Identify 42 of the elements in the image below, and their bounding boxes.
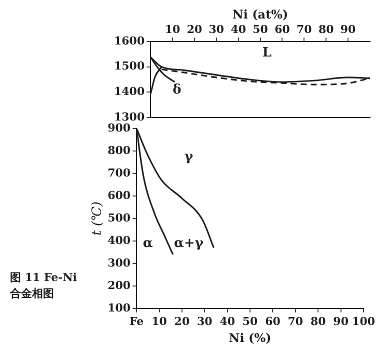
x2-tick-label: 60 <box>274 22 290 36</box>
y-tick-label: 1600 <box>114 34 145 48</box>
x-tick-label: 20 <box>174 314 190 328</box>
x-tick-label: 80 <box>310 314 326 328</box>
annotation: γ <box>184 150 194 165</box>
y-tick-label: 600 <box>108 188 131 202</box>
x-tick-label: 10 <box>152 314 168 328</box>
y-tick-label: 700 <box>108 166 131 180</box>
x2-tick-label: 40 <box>230 22 246 36</box>
y-tick-label: 300 <box>108 256 131 270</box>
x2-axis-title: Ni (at%) <box>232 7 288 22</box>
x2-tick-label: 50 <box>252 22 268 36</box>
y-tick-label: 200 <box>108 278 131 292</box>
x-tick-label: 90 <box>333 314 349 328</box>
y-axis-title: t (℃) <box>90 201 106 236</box>
x-tick-label: 100 <box>352 314 376 328</box>
annotation: δ <box>172 82 182 98</box>
x2-tick-label: 20 <box>186 22 202 36</box>
x2-tick-label: 30 <box>208 22 224 36</box>
x-tick-label: 60 <box>265 314 281 328</box>
y-tick-label: 100 <box>108 301 131 314</box>
x2-tick-label: 90 <box>340 22 356 36</box>
y-tick-label: 1500 <box>114 60 145 73</box>
x2-tick-label: 10 <box>164 22 181 36</box>
text: 图 11 Fe-Ni 合金相图 <box>10 270 78 302</box>
annotation: α+γ <box>174 236 204 252</box>
y-tick-label: 900 <box>108 121 131 134</box>
annotation: α <box>142 236 153 252</box>
annotation: L <box>262 45 272 60</box>
x2-tick-label: 80 <box>318 22 334 36</box>
x-tick-label: 30 <box>196 314 213 328</box>
x-tick-label: 50 <box>242 314 258 328</box>
x-tick-label: 70 <box>288 314 304 328</box>
y-tick-label: 800 <box>108 144 131 157</box>
y-tick-label: 400 <box>108 234 131 247</box>
y-tick-label: 1300 <box>114 110 145 124</box>
y-tick-label: 500 <box>108 211 131 224</box>
y-tick-label: 1400 <box>114 84 145 98</box>
x-tick-label: Fe <box>129 314 144 328</box>
x2-tick-label: 70 <box>296 22 312 36</box>
x-axis-title: Ni (%) <box>228 330 272 345</box>
x-tick-label: 40 <box>220 314 236 328</box>
